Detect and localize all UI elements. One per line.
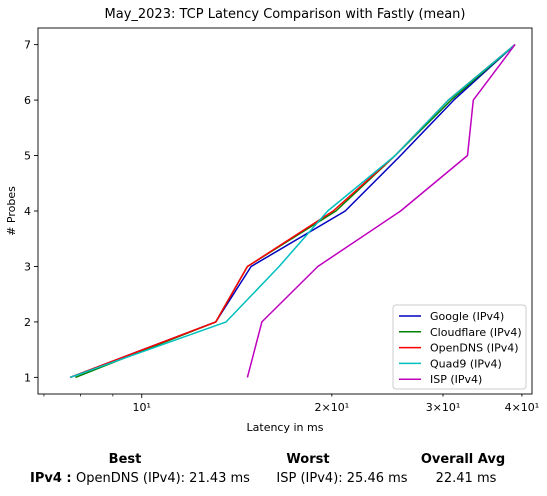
x-tick-label: 2×10¹ <box>315 401 350 414</box>
x-tick-label: 3×10¹ <box>426 401 461 414</box>
best-value: OpenDNS (IPv4): 21.43 ms <box>76 471 250 486</box>
legend-label-3: Quad9 (IPv4) <box>430 357 502 370</box>
legend-label-4: ISP (IPv4) <box>430 373 482 386</box>
y-tick-label: 1 <box>24 371 31 384</box>
y-tick-label: 5 <box>24 150 31 163</box>
legend-label-2: OpenDNS (IPv4) <box>430 342 519 355</box>
x-tick-label: 10¹ <box>133 401 151 414</box>
x-tick-label: 4×10¹ <box>505 401 540 414</box>
legend-label-1: Cloudflare (IPv4) <box>430 326 522 339</box>
summary-panel: Best Worst Overall Avg IPv4 : OpenDNS (I… <box>0 448 547 496</box>
y-axis-label: # Probes <box>5 186 18 236</box>
legend: Google (IPv4) Cloudflare (IPv4) OpenDNS (I… <box>393 305 526 389</box>
overall-avg-header: Overall Avg <box>421 452 505 467</box>
y-tick-label: 4 <box>24 205 31 218</box>
y-tick-label: 3 <box>24 260 31 273</box>
worst-value: ISP (IPv4): 25.46 ms <box>276 471 407 486</box>
x-axis-label: Latency in ms <box>247 421 324 434</box>
overall-avg-value: 22.41 ms <box>436 471 497 486</box>
y-axis: 1 2 3 4 5 6 7 <box>24 39 38 385</box>
worst-header: Worst <box>286 452 329 467</box>
ipv4-row-label: IPv4 : <box>30 471 72 486</box>
chart-title: May_2023: TCP Latency Comparison with Fa… <box>105 7 466 22</box>
legend-label-0: Google (IPv4) <box>430 310 504 323</box>
y-tick-label: 6 <box>24 94 31 107</box>
latency-chart: May_2023: TCP Latency Comparison with Fa… <box>0 0 547 448</box>
best-header: Best <box>109 452 142 467</box>
y-tick-label: 7 <box>24 39 31 52</box>
x-axis: 10¹ 2×10¹ 3×10¹ 4×10¹ <box>44 394 539 414</box>
y-tick-label: 2 <box>24 316 31 329</box>
